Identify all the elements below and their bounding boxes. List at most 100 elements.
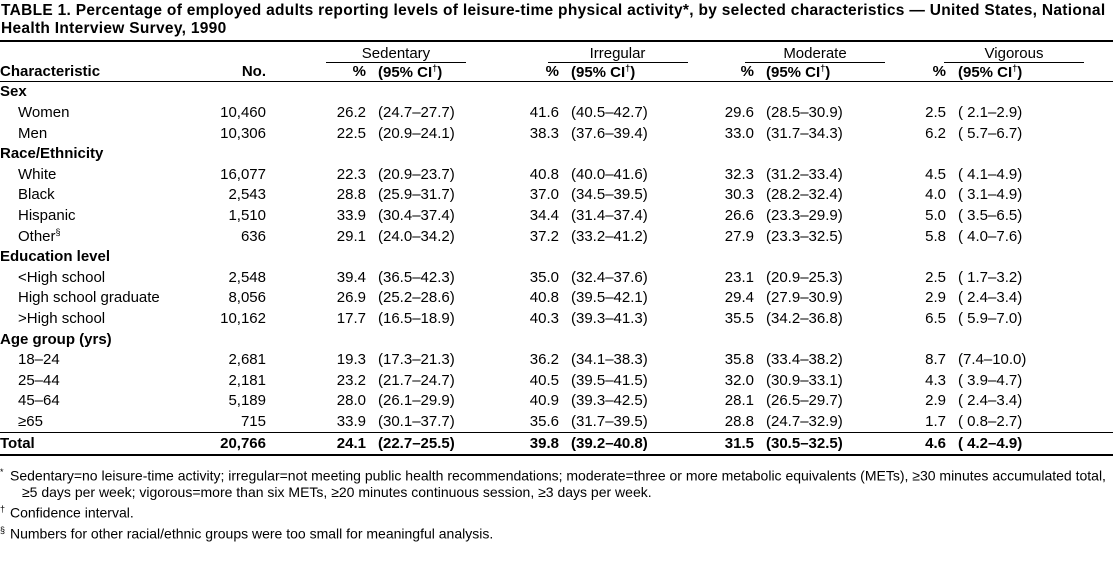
confidence-interval: (31.4–37.4) <box>571 206 648 224</box>
row-label-text: 45–64 <box>18 392 60 410</box>
confidence-interval: (7.4–10.0) <box>958 351 1027 369</box>
percent: 35.5 <box>724 309 754 327</box>
row-label: 18–24 <box>0 349 200 370</box>
percent: 40.3 <box>529 309 559 327</box>
confidence-interval: (26.1–29.9) <box>378 392 455 410</box>
group-header: Irregular <box>520 42 715 63</box>
percent: 38.3 <box>529 124 559 142</box>
footnote-mark: † <box>432 62 438 73</box>
percent: 2.9 <box>925 392 946 410</box>
confidence-interval: (23.3–29.9) <box>766 206 843 224</box>
percent: 36.2 <box>529 351 559 369</box>
group-label: Irregular <box>547 45 688 63</box>
row-label: Hispanic <box>0 205 200 226</box>
confidence-interval: (31.7–34.3) <box>766 124 843 142</box>
percent: 30.3 <box>724 186 754 204</box>
ci-header: (95% CI†) <box>952 62 1113 82</box>
percent: 41.6 <box>529 103 559 121</box>
confidence-interval: (23.3–32.5) <box>766 227 843 245</box>
ci-header: (95% CI†) <box>372 62 520 82</box>
count: 16,077 <box>220 165 266 183</box>
confidence-interval: (39.5–42.1) <box>571 289 648 307</box>
percent: 35.0 <box>529 268 559 286</box>
section-row: Age group (yrs) <box>0 329 1113 350</box>
blank <box>200 42 272 63</box>
percent: 32.3 <box>724 165 754 183</box>
column-header: Characteristic <box>0 62 200 82</box>
footnote-mark: † <box>1012 62 1018 73</box>
percent: 39.4 <box>336 268 366 286</box>
percent: 22.5 <box>336 124 366 142</box>
percent: 22.3 <box>336 165 366 183</box>
footnote-mark: § <box>0 525 6 535</box>
percent: 40.8 <box>529 165 559 183</box>
group-label: Vigorous <box>944 45 1084 63</box>
percent: 23.1 <box>724 268 754 286</box>
group-header: Vigorous <box>915 42 1113 63</box>
ci-label: (95% CI <box>378 63 433 81</box>
data-row: 45–64 5,189 28.0 (26.1–29.9) 40.9 (39.3–42.5)… <box>0 391 1113 412</box>
percent-header: % <box>715 62 760 82</box>
confidence-interval: (25.2–28.6) <box>378 289 455 307</box>
count: 2,181 <box>228 371 266 389</box>
percent: 40.8 <box>529 289 559 307</box>
percent: 37.0 <box>529 186 559 204</box>
row-label-text: High school graduate <box>18 289 160 307</box>
confidence-interval: ( 4.1–4.9) <box>958 165 1023 183</box>
count: 10,306 <box>220 124 266 142</box>
confidence-interval: (40.5–42.7) <box>571 103 648 121</box>
confidence-interval: (20.9–24.1) <box>378 124 455 142</box>
count: 5,189 <box>228 392 266 410</box>
confidence-interval: ( 0.8–2.7) <box>958 412 1023 430</box>
section-row: Race/Ethnicity <box>0 143 1113 164</box>
row-label: 45–64 <box>0 391 200 412</box>
footnote-mark: § <box>55 227 61 238</box>
row-label-text: White <box>18 165 57 183</box>
count: 10,460 <box>220 103 266 121</box>
section-label: Age group (yrs) <box>0 330 112 348</box>
footnote-mark: † <box>820 62 826 73</box>
confidence-interval: (34.5–39.5) <box>571 186 648 204</box>
section-row: Education level <box>0 246 1113 267</box>
row-label: Women <box>0 102 200 123</box>
confidence-interval: ( 3.1–4.9) <box>958 186 1023 204</box>
confidence-interval: ( 3.9–4.7) <box>958 371 1023 389</box>
ci-label: (95% CI <box>571 63 626 81</box>
percent-header: % <box>915 62 952 82</box>
percent: 24.1 <box>272 431 372 456</box>
percent: 23.2 <box>336 371 366 389</box>
count: 10,162 <box>220 309 266 327</box>
percent: 8.7 <box>925 351 946 369</box>
percent: 2.9 <box>925 289 946 307</box>
ci-header: (95% CI†) <box>565 62 715 82</box>
confidence-interval: (34.2–36.8) <box>766 309 843 327</box>
row-label: Other§ <box>0 226 200 247</box>
percent: 33.9 <box>336 412 366 430</box>
data-row: ≥65 715 33.9 (30.1–37.7) 35.6 (31.7–39.5) 28.8… <box>0 411 1113 432</box>
row-label-text: Black <box>18 186 55 204</box>
confidence-interval: ( 2.4–3.4) <box>958 392 1023 410</box>
confidence-interval: (37.6–39.4) <box>571 124 648 142</box>
group-label: Moderate <box>745 45 885 63</box>
footnote-text: Confidence interval. <box>10 505 134 521</box>
count: 2,548 <box>228 268 266 286</box>
count: 20,766 <box>200 431 272 456</box>
confidence-interval: (26.5–29.7) <box>766 392 843 410</box>
percent: 34.4 <box>529 206 559 224</box>
footnote: * Sedentary=no leisure-time activity; irr… <box>0 464 1109 502</box>
confidence-interval: (30.1–37.7) <box>378 412 455 430</box>
percent: 32.0 <box>724 371 754 389</box>
confidence-interval: (24.7–27.7) <box>378 103 455 121</box>
percent: 5.8 <box>925 227 946 245</box>
footnotes: * Sedentary=no leisure-time activity; irr… <box>0 464 1113 543</box>
row-label-text: ≥65 <box>18 412 43 430</box>
total-row: Total 20,766 24.1 (22.7–25.5) 39.8 (39.2–40.8… <box>0 431 1113 456</box>
percent: 31.5 <box>715 431 760 456</box>
row-label: White <box>0 164 200 185</box>
percent: 5.0 <box>925 206 946 224</box>
confidence-interval: ( 5.9–7.0) <box>958 309 1023 327</box>
confidence-interval: ( 1.7–3.2) <box>958 268 1023 286</box>
row-label: ≥65 <box>0 411 200 432</box>
confidence-interval: (40.0–41.6) <box>571 165 648 183</box>
percent: 4.0 <box>925 186 946 204</box>
